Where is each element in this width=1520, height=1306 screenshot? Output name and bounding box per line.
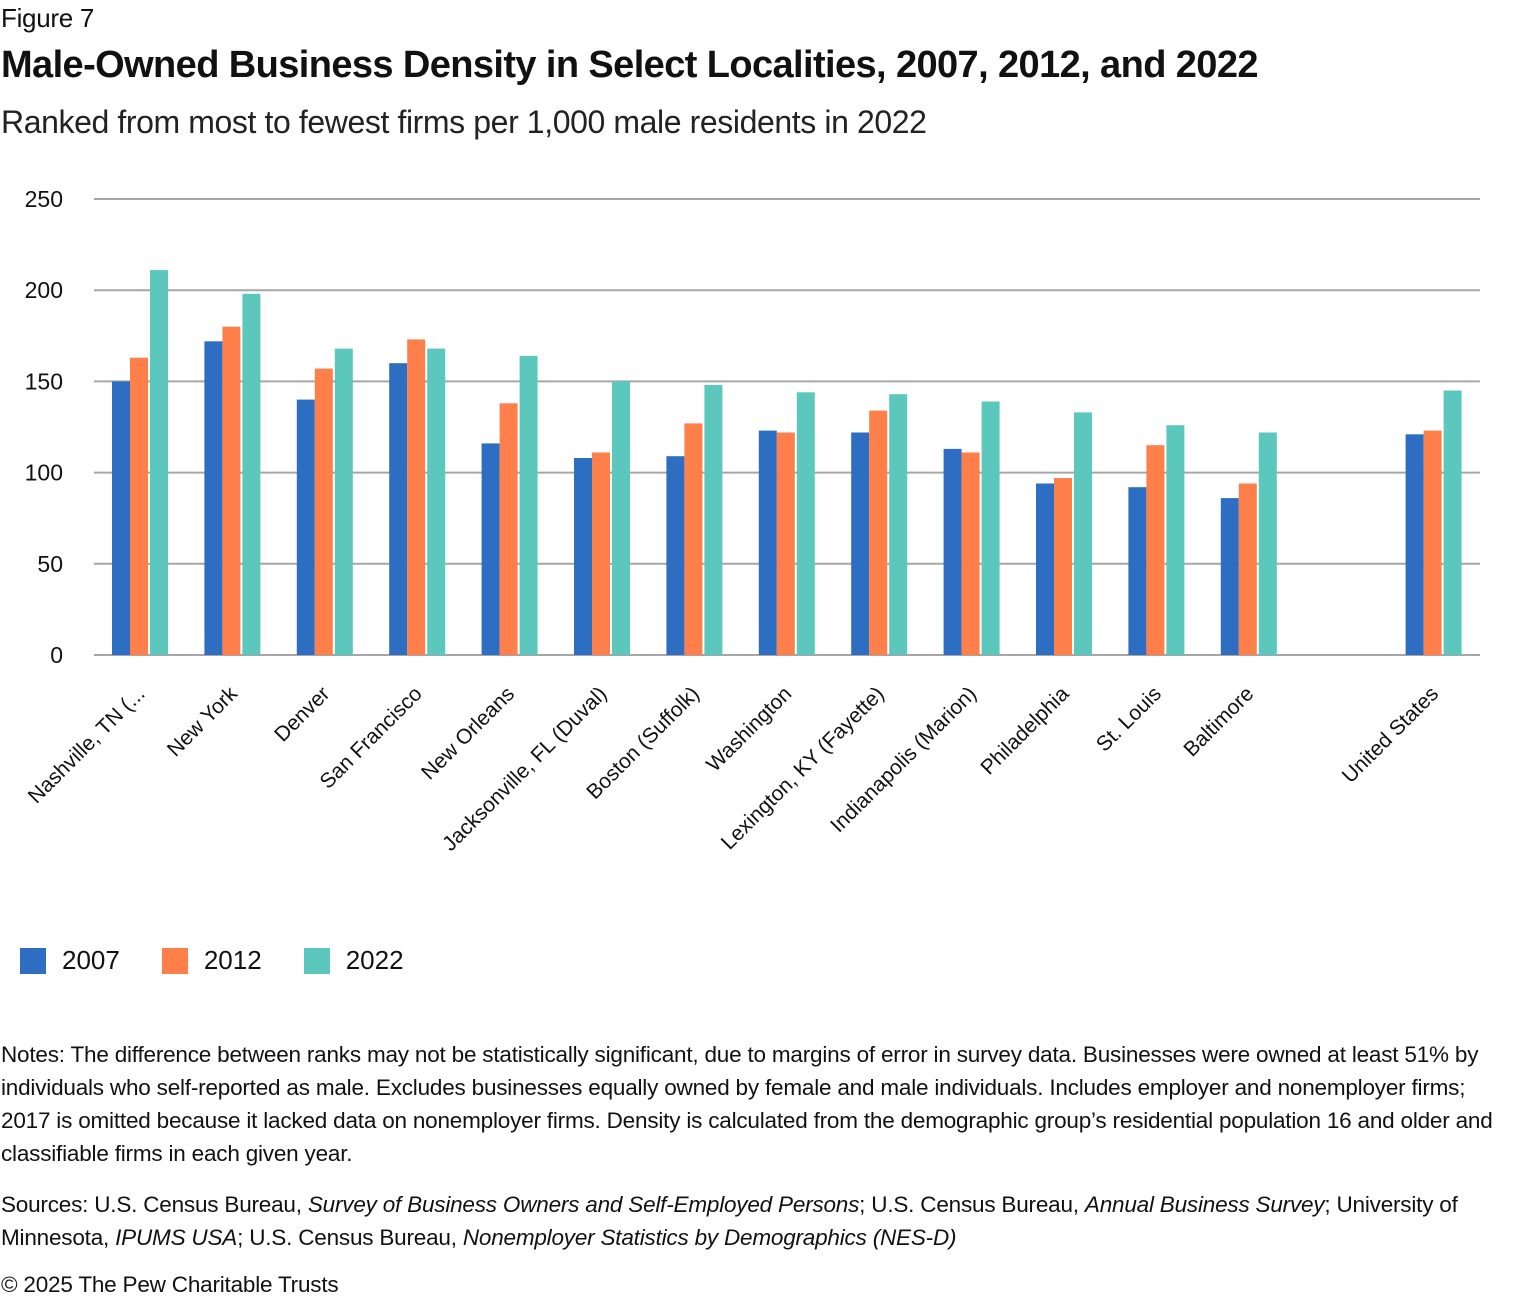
bar-2007-baltimore [1220, 498, 1239, 655]
bar-2007-new-york [204, 341, 223, 655]
source-sbo: Survey of Business Owners and Self-Emplo… [307, 1192, 860, 1217]
bars [112, 270, 1462, 655]
copyright: © 2025 The Pew Charitable Trusts [1, 1272, 339, 1297]
source-nesd: Nonemployer Statistics by Demographics (… [462, 1225, 957, 1250]
bar-2007-philadelphia [1036, 483, 1054, 655]
legend-item-2022: 2022 [303, 945, 404, 976]
bar-2012-united-states [1423, 430, 1442, 655]
legend-swatch-2022 [303, 947, 330, 974]
bar-2012-new-orleans [499, 403, 518, 655]
x-tick-label: Philadelphia [976, 682, 1073, 779]
x-tick-label: United States [1338, 682, 1443, 787]
bar-2022-nashville-tn- [150, 270, 168, 655]
bar-2012-san-francisco [407, 339, 426, 655]
bar-2022-philadelphia [1074, 412, 1092, 655]
bar-2007-indianapolis-marion- [943, 448, 962, 655]
legend-swatch-2007 [20, 947, 46, 974]
bar-2007-lexington-ky-fayette- [851, 432, 870, 655]
y-tick-label: 150 [25, 368, 63, 394]
chart-subtitle: Ranked from most to fewest firms per 1,0… [1, 104, 927, 140]
x-tick-label: Baltimore [1179, 682, 1258, 761]
bar-2022-san-francisco [427, 348, 446, 655]
bar-2012-lexington-ky-fayette- [869, 410, 888, 655]
legend-item-2007: 2007 [20, 945, 120, 976]
bar-2012-baltimore [1238, 483, 1257, 655]
x-tick-label: New Orleans [417, 682, 519, 784]
x-tick-label: Nashville, TN (... [24, 682, 150, 808]
bar-2012-st-louis [1146, 445, 1165, 655]
legend-item-2012: 2012 [161, 945, 262, 976]
legend-label-2007: 2007 [62, 945, 120, 975]
y-tick-label: 50 [37, 551, 63, 577]
bar-2022-boston-suffolk- [704, 385, 723, 655]
sources-prefix: Sources: U.S. Census Bureau, [1, 1192, 308, 1217]
x-tick-label: New York [163, 682, 242, 761]
bar-2012-indianapolis-marion- [961, 452, 980, 655]
bar-2022-washington [796, 392, 815, 655]
y-tick-label: 200 [25, 277, 63, 303]
bar-2007-washington [758, 430, 777, 655]
y-axis-ticks: 0 50 100 150 200 250 [25, 186, 63, 668]
source-abs: Annual Business Survey [1084, 1192, 1325, 1217]
figure-label: Figure 7 [1, 3, 94, 33]
bar-2022-baltimore [1258, 432, 1277, 655]
bar-2007-jacksonville-fl-duval- [574, 458, 592, 655]
bar-2022-denver [334, 348, 353, 655]
bar-chart: 0 50 100 150 200 250 Nashville, TN (... New Yo… [24, 186, 1480, 856]
sources-sep-2: ; University of Minnesota, [1, 1192, 1458, 1250]
legend-label-2012: 2012 [203, 945, 262, 975]
bar-2007-new-orleans [481, 443, 500, 655]
chart-title: Male-Owned Business Density in Select Lo… [1, 44, 1259, 86]
bar-2007-boston-suffolk- [666, 456, 685, 655]
bar-2022-united-states [1443, 390, 1462, 655]
sources-sep-3: ; U.S. Census Bureau, [237, 1225, 463, 1250]
bar-2022-st-louis [1166, 425, 1185, 655]
notes: Notes: The difference between ranks may … [1, 1042, 1493, 1166]
bar-2022-new-orleans [519, 355, 538, 655]
legend: 2007 2012 2022 [20, 945, 446, 976]
legend-swatch-2012 [161, 947, 188, 974]
bar-2007-san-francisco [389, 363, 408, 655]
bar-2012-nashville-tn- [130, 357, 148, 655]
bar-2012-new-york [222, 326, 241, 655]
y-tick-label: 100 [25, 460, 63, 486]
bar-2022-new-york [242, 293, 261, 655]
x-tick-label: Denver [270, 682, 334, 746]
bar-2012-philadelphia [1054, 478, 1072, 655]
bar-2012-denver [314, 368, 333, 655]
bar-2022-lexington-ky-fayette- [889, 394, 908, 655]
x-tick-label: Lexington, KY (Fayette) [717, 682, 889, 854]
bar-2007-st-louis [1128, 487, 1147, 655]
bar-2012-boston-suffolk- [684, 423, 703, 655]
bar-2022-indianapolis-marion- [981, 401, 1000, 655]
y-tick-label: 0 [50, 642, 63, 668]
bar-2007-nashville-tn- [112, 381, 130, 655]
bar-2012-jacksonville-fl-duval- [592, 452, 610, 655]
bar-2012-washington [776, 432, 795, 655]
x-tick-label: Jacksonville, FL (Duval) [438, 682, 611, 855]
y-tick-label: 250 [25, 186, 63, 212]
bar-2007-united-states [1405, 434, 1424, 655]
sources: Sources: U.S. Census Bureau, Survey of B… [1, 1188, 1516, 1254]
legend-label-2022: 2022 [345, 945, 404, 975]
bar-2007-denver [296, 399, 315, 655]
x-tick-label: St. Louis [1092, 682, 1166, 756]
bar-2022-jacksonville-fl-duval- [612, 381, 630, 655]
x-tick-label: Washington [702, 682, 796, 776]
sources-sep-1: ; U.S. Census Bureau, [859, 1192, 1085, 1217]
source-ipums: IPUMS USA [115, 1225, 238, 1250]
